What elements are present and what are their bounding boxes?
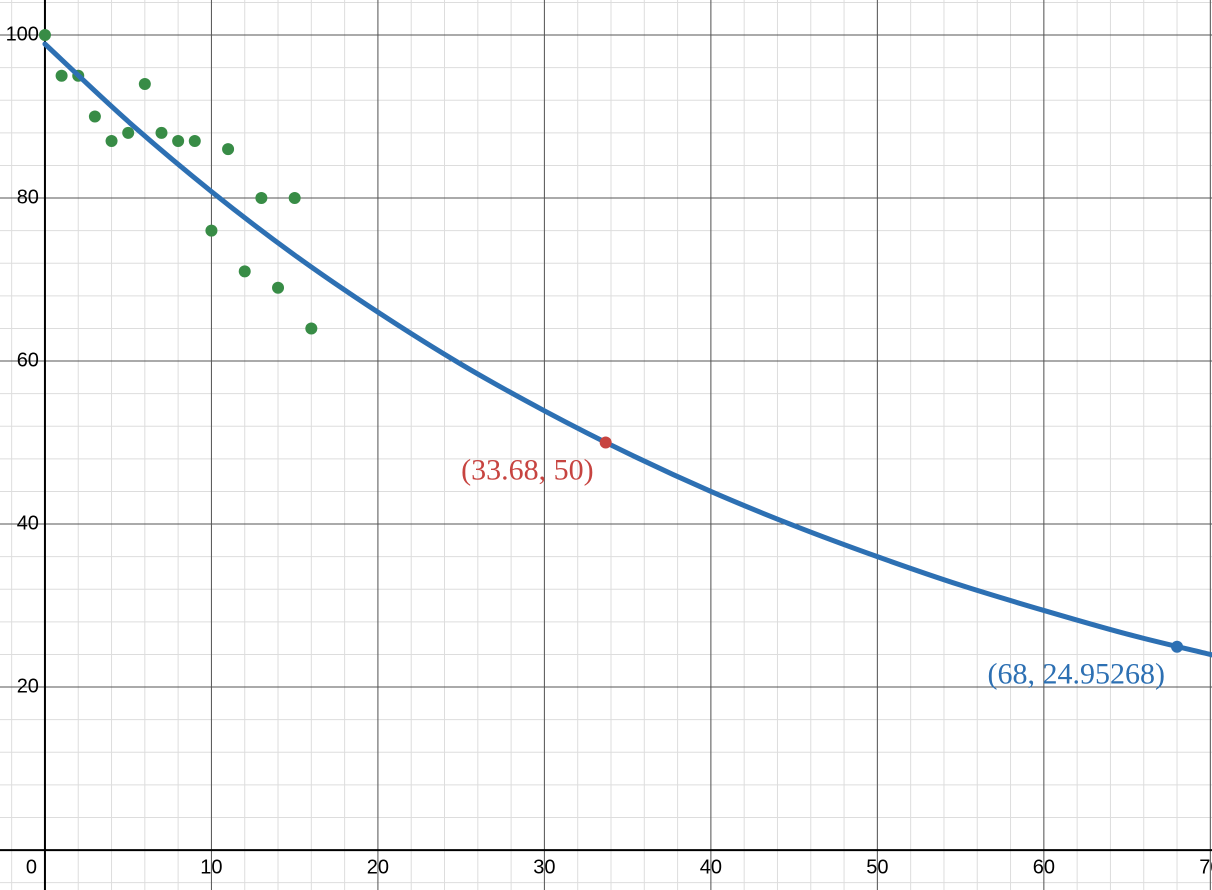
data-point [255, 192, 268, 205]
data-point [205, 224, 218, 237]
x-tick-label: 30 [533, 856, 555, 878]
point-label: (33.68, 50) [461, 453, 593, 486]
y-tick-label: 40 [17, 512, 39, 534]
y-tick-label: 60 [17, 349, 39, 371]
data-point [222, 143, 235, 156]
data-point [305, 322, 318, 335]
x-tick-label: 0 [26, 856, 37, 878]
x-tick-label: 60 [1033, 856, 1055, 878]
marks: 0 10 20 30 40 50 60 70 20 40 60 80 100 (33.68, 50) (68… [6, 23, 1212, 878]
data-point [138, 77, 151, 90]
point-label: (68, 24.95268) [988, 658, 1165, 691]
data-point [188, 134, 201, 147]
data-point [155, 126, 168, 139]
data-point [238, 265, 251, 278]
curve [42, 41, 1212, 658]
x-tick-label: 70 [1199, 856, 1212, 878]
data-point [272, 281, 285, 294]
x-tick-label: 20 [367, 856, 389, 878]
x-tick-label: 40 [700, 856, 722, 878]
data-point [38, 29, 51, 42]
y-tick-label: 20 [17, 675, 39, 697]
data-point [122, 126, 135, 139]
y-tick-label: 80 [17, 186, 39, 208]
labeled-point [1171, 640, 1184, 653]
data-point [105, 134, 118, 147]
x-tick-label: 50 [866, 856, 888, 878]
x-tick-label: 10 [200, 856, 222, 878]
y-tick-label: 100 [6, 23, 39, 45]
data-point [55, 69, 68, 82]
labeled-point [599, 436, 612, 449]
data-point [288, 192, 301, 205]
data-point [172, 134, 185, 147]
data-point [88, 110, 101, 123]
